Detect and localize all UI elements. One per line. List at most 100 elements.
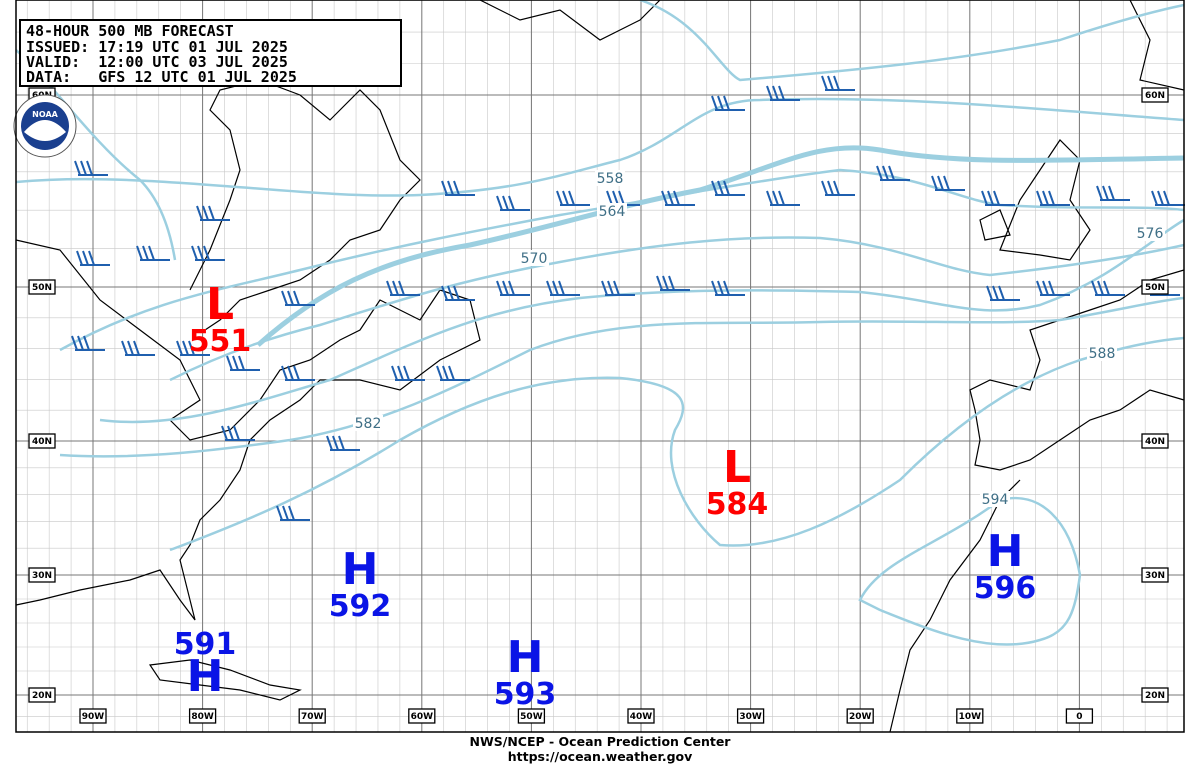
contour-label-bg [519,250,549,266]
contour-label-bg [1135,225,1165,241]
pressure-center-value: 596 [974,571,1037,606]
wind-barb [496,195,530,211]
coastline [969,269,1185,471]
lon-label: 50W [520,712,543,722]
contours [15,0,1185,646]
pressure-center-letter: H [507,632,544,683]
lat-label-box [1141,279,1169,295]
wind-barb [1036,190,1070,206]
contour-label: 564 [599,204,626,220]
lon-label-box [846,708,874,724]
lon-label-box [1065,708,1094,724]
contour-line [59,296,1185,458]
pressure-center-letter: H [342,544,379,595]
contour-line [15,97,1185,197]
lon-label: 90W [82,712,105,722]
wind-barb [601,280,635,296]
wind-barb [1096,185,1130,201]
wind-barb [386,280,420,296]
lat-label: 40N [32,437,52,447]
pressure-center-letter: H [187,651,224,702]
noaa-logo: NOAA [13,94,77,158]
contour-label-bg [980,491,1010,507]
contour-label-bg [595,170,625,186]
wind-barb [661,190,695,206]
wind-barb [441,180,475,196]
wind-barb [71,335,105,351]
pressure-center-value: 592 [329,589,392,624]
wind-barb [391,365,425,381]
pressure-center-value: 591 [174,627,237,662]
footer-line: https://ocean.weather.gov [508,749,693,764]
wind-barb [76,250,110,266]
pressure-center-letter: L [206,279,234,330]
logo-bird [24,120,66,141]
lon-label-box [517,708,546,724]
wind-barb [986,285,1020,301]
lon-label-box [408,708,436,724]
lon-label-box [79,708,107,724]
lat-label: 20N [32,691,52,701]
map-frame [16,0,1184,732]
lat-label-box [1141,87,1169,103]
lat-label-box [28,279,56,295]
pressure-center-value: 551 [189,324,252,359]
coastline [1129,0,1185,91]
wind-barb [196,205,230,221]
header-line: VALID: 12:00 UTC 03 JUL 2025 [26,53,288,71]
contour-label-bg [597,203,627,219]
wind-barb [441,285,475,301]
lat-label-box [1141,687,1169,703]
lat-label: 30N [32,571,52,581]
coastline [15,239,481,621]
wind-barb [1151,190,1185,206]
lon-label: 70W [301,712,324,722]
pressure-center-letter: L [723,442,751,493]
wind-barb [766,85,800,101]
lat-label-box [28,567,56,583]
wind-barb [221,425,255,441]
wind-barb [281,365,315,381]
contour-line [169,236,1185,382]
wind-barb [191,245,225,261]
coastline [189,79,421,331]
wind-barb [656,275,690,291]
wind-barb [496,280,530,296]
contour-line [858,497,1082,646]
wind-barb [74,160,108,176]
lon-label: 0 [1076,712,1082,722]
wind-barb [556,190,590,206]
contour-label: 570 [521,251,548,267]
contour-line [99,218,1185,424]
header-box: 48-HOUR 500 MB FORECAST ISSUED: 17:19 UT… [19,19,402,87]
footer-line: NWS/NCEP - Ocean Prediction Center [470,734,732,749]
contour-label: 588 [1089,346,1116,362]
lon-label: 10W [959,712,982,722]
lon-label: 20W [849,712,872,722]
wind-barb [981,190,1015,206]
wind-barb [281,290,315,306]
wind-barb [136,245,170,261]
lat-label: 40N [1145,437,1165,447]
lat-label-box [1141,433,1169,449]
wind-barb [1036,280,1070,296]
wind-barb [1091,280,1125,296]
coastline [479,0,661,41]
lon-label-box [188,708,217,724]
lon-label: 30W [739,712,762,722]
contour-label-bg [1087,345,1117,361]
lat-label: 50N [32,283,52,293]
lon-label: 60W [411,712,434,722]
island [148,659,302,701]
contour-label: 558 [597,171,624,187]
contour-label: 582 [355,416,382,432]
contour-line [169,336,1185,552]
wind-barb [766,190,800,206]
lat-label-box [1141,567,1169,583]
lon-label: 80W [191,712,214,722]
wind-barb [821,180,855,196]
lat-label-box [28,687,56,703]
wind-barb [546,280,580,296]
lon-label-box [298,708,326,724]
